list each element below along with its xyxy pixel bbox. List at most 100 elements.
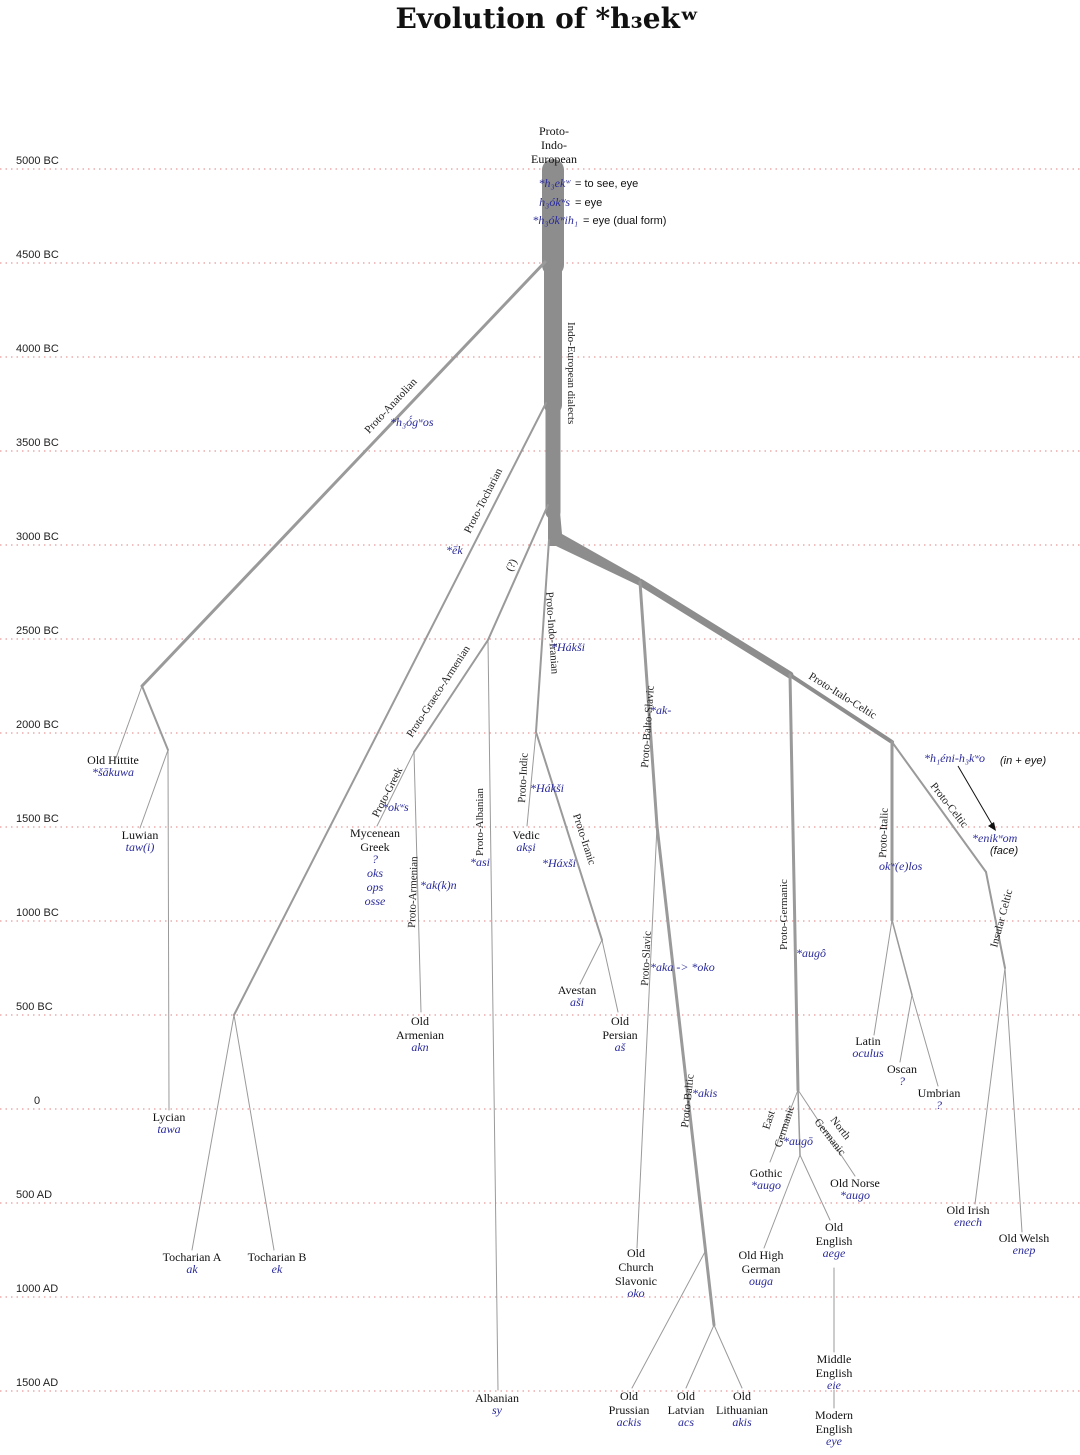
branch-baltic: Proto-Baltic	[679, 1073, 697, 1128]
language-name: Armenian	[396, 1028, 444, 1042]
language-form: oculus	[852, 1046, 884, 1060]
root-name-line: Proto-	[539, 124, 569, 138]
language-name: Old Irish	[947, 1203, 990, 1217]
language-form: osse	[365, 894, 386, 908]
era-label: 500 BC	[16, 1001, 53, 1013]
edge-sabellic	[891, 919, 913, 996]
branch-celtic: Proto-Celtic	[928, 780, 971, 830]
language-name: Latin	[855, 1034, 880, 1048]
era-label: 1000 AD	[16, 1283, 58, 1295]
edge-graeco-armenian	[413, 639, 489, 753]
language-form: ackis	[617, 1415, 642, 1429]
form-east-germanic: *augō	[783, 1134, 813, 1148]
era-label: 4500 BC	[16, 249, 59, 261]
edge-italo-celtic	[788, 673, 894, 744]
edge-armenian	[413, 751, 422, 1013]
era-label: 1000 BC	[16, 907, 59, 919]
era-label: 2500 BC	[16, 625, 59, 637]
language-name: German	[742, 1262, 781, 1276]
edge-indo-iranian	[535, 539, 550, 733]
root-node: Proto- Indo- European *h₃ekʷ = to see, e…	[531, 124, 666, 227]
era-label: 500 AD	[16, 1189, 52, 1201]
edge-lycian	[167, 749, 170, 1111]
edge-old-lithuanian	[713, 1324, 743, 1389]
language-name: Church	[618, 1260, 653, 1274]
edge-old-norse	[797, 1089, 856, 1177]
form-italic: okʷ(e)los	[879, 859, 923, 873]
era-label: 2000 BC	[16, 719, 59, 731]
edge-indic	[526, 731, 537, 827]
tree-edges	[115, 159, 1023, 1409]
language-form: taw(i)	[126, 840, 155, 854]
language-name: Gothic	[750, 1166, 783, 1180]
language-name: Old Welsh	[999, 1231, 1049, 1245]
language-form: ?	[372, 852, 378, 866]
language-old-norse: Old Norse*augo	[830, 1176, 880, 1202]
root-gloss: = to see, eye	[575, 178, 638, 190]
form-tocharian: *ēk	[446, 543, 463, 557]
language-form: oko	[627, 1286, 644, 1300]
language-name: Umbrian	[918, 1086, 961, 1100]
form-indic: *Hákši	[530, 781, 564, 795]
edge-old-welsh	[1004, 967, 1023, 1233]
form-greek: *okʷs	[382, 800, 409, 814]
language-form: akṣi	[516, 840, 535, 854]
root-name-line: European	[531, 152, 577, 166]
language-name: Tocharian A	[163, 1250, 222, 1264]
edge-tocharian-b	[233, 1014, 275, 1251]
language-form: oks	[367, 866, 383, 880]
language-name: Prussian	[609, 1403, 650, 1417]
era-label: 1500 BC	[16, 813, 59, 825]
branch-germanic: Proto-Germanic	[778, 879, 790, 950]
language-name: Old	[733, 1389, 751, 1403]
language-form: ek	[272, 1262, 283, 1276]
language-name: Old Norse	[830, 1176, 880, 1190]
edge-late-pie	[548, 512, 640, 586]
language-name: English	[816, 1234, 853, 1248]
language-name: Slavonic	[615, 1274, 657, 1288]
language-form: enep	[1013, 1243, 1036, 1257]
root-name-line: Indo-	[541, 138, 567, 152]
edge-greek	[376, 751, 415, 827]
language-form: ?	[936, 1098, 942, 1112]
edge-gothic	[769, 1089, 799, 1163]
branch-albanian: Proto-Albanian	[474, 788, 486, 856]
era-label: 1500 AD	[16, 1377, 58, 1389]
edge-tocharian	[233, 402, 547, 1016]
language-name: Old Hittite	[87, 753, 139, 767]
compound-arrow	[957, 765, 994, 827]
language-name: Lycian	[153, 1110, 186, 1124]
edge-old-latvian	[685, 1324, 715, 1389]
branch-ie-dialects: Indo-European dialects	[565, 322, 577, 424]
language-name: Tocharian B	[248, 1250, 307, 1264]
language-oscan: Oscan?	[887, 1062, 917, 1088]
form-balto-slavic: *ak-	[650, 703, 671, 717]
branch-uncertain: (?)	[504, 557, 520, 573]
edge-luwian	[139, 749, 169, 829]
language-name: Old	[627, 1246, 645, 1260]
language-form: sy	[492, 1403, 503, 1417]
language-form: aši	[570, 995, 584, 1009]
language-name: Oscan	[887, 1062, 917, 1076]
branch-slavic: Proto-Slavic	[639, 930, 654, 986]
language-form: ops	[367, 880, 384, 894]
language-name: Latvian	[668, 1403, 705, 1417]
edge-old-high-german	[763, 1154, 801, 1249]
form-anatolian: *h₃ó́gʷos	[390, 415, 434, 429]
language-name: Old	[677, 1389, 695, 1403]
language-gothic: Gothic*augo	[750, 1166, 783, 1192]
edge-balto-slavic	[638, 580, 659, 828]
form-slavic: *aka -> *oko	[650, 960, 715, 974]
era-label: 3000 BC	[16, 531, 59, 543]
language-form: enech	[954, 1215, 982, 1229]
language-form: akis	[732, 1415, 752, 1429]
